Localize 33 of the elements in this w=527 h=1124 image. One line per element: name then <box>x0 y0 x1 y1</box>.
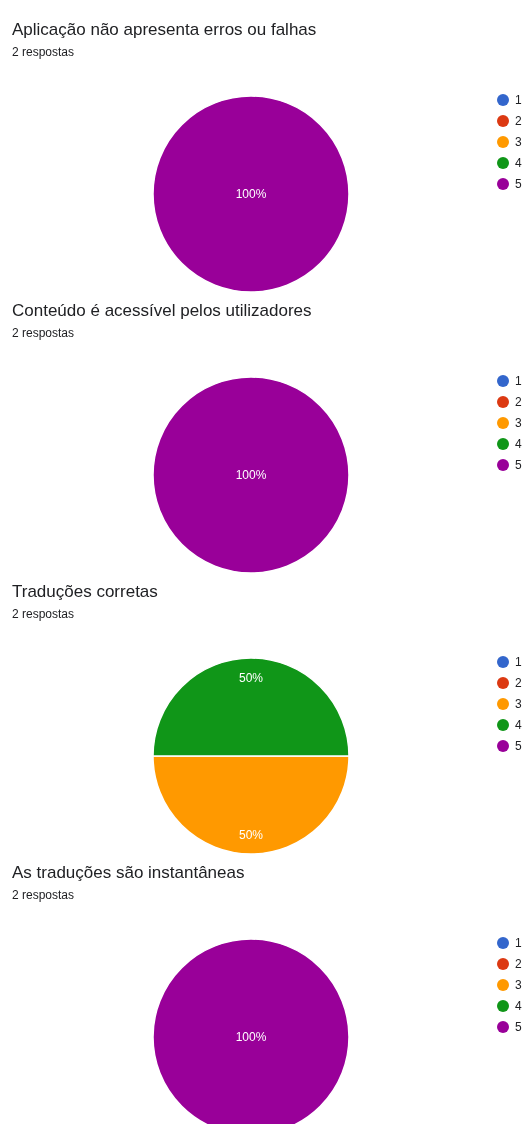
legend-label: 2 <box>515 395 522 410</box>
legend-label: 3 <box>515 978 522 993</box>
data-label: 100% <box>235 1030 267 1045</box>
legend-label: 4 <box>515 718 522 733</box>
data-label: 100% <box>235 468 267 483</box>
legend-label: 4 <box>515 999 522 1014</box>
legend-label: 2 <box>515 957 522 972</box>
legend-label: 1 <box>515 655 522 670</box>
legend-label: 1 <box>515 93 522 108</box>
data-label: 100% <box>235 187 267 202</box>
legend-label: 2 <box>515 114 522 129</box>
text: 2 respostas <box>12 888 75 902</box>
legend-label: 3 <box>515 416 522 431</box>
legend-label: 1 <box>515 374 522 389</box>
legend-label: 4 <box>515 156 522 171</box>
chart-title: Conteúdo é acessível pelos utilizadores <box>12 301 312 320</box>
legend-label: 3 <box>515 697 522 712</box>
legend-label: 5 <box>515 739 522 754</box>
text: 2 respostas <box>12 326 75 340</box>
chart-title: Aplicação não apresenta erros ou falhas <box>12 20 317 39</box>
legend-label: 4 <box>515 437 522 452</box>
text: 2 respostas <box>12 45 75 59</box>
data-label: 50% <box>238 827 264 842</box>
legend-label: 5 <box>515 177 522 192</box>
text: 2 respostas <box>12 607 75 621</box>
legend-label: 3 <box>515 135 522 150</box>
legend-label: 5 <box>515 458 522 473</box>
legend-label: 1 <box>515 936 522 951</box>
legend-label: 5 <box>515 1020 522 1035</box>
chart-title: As traduções são instantâneas <box>12 863 245 882</box>
data-label: 50% <box>238 670 264 685</box>
chart-title: Traduções corretas <box>12 582 158 601</box>
legend-label: 2 <box>515 676 522 691</box>
